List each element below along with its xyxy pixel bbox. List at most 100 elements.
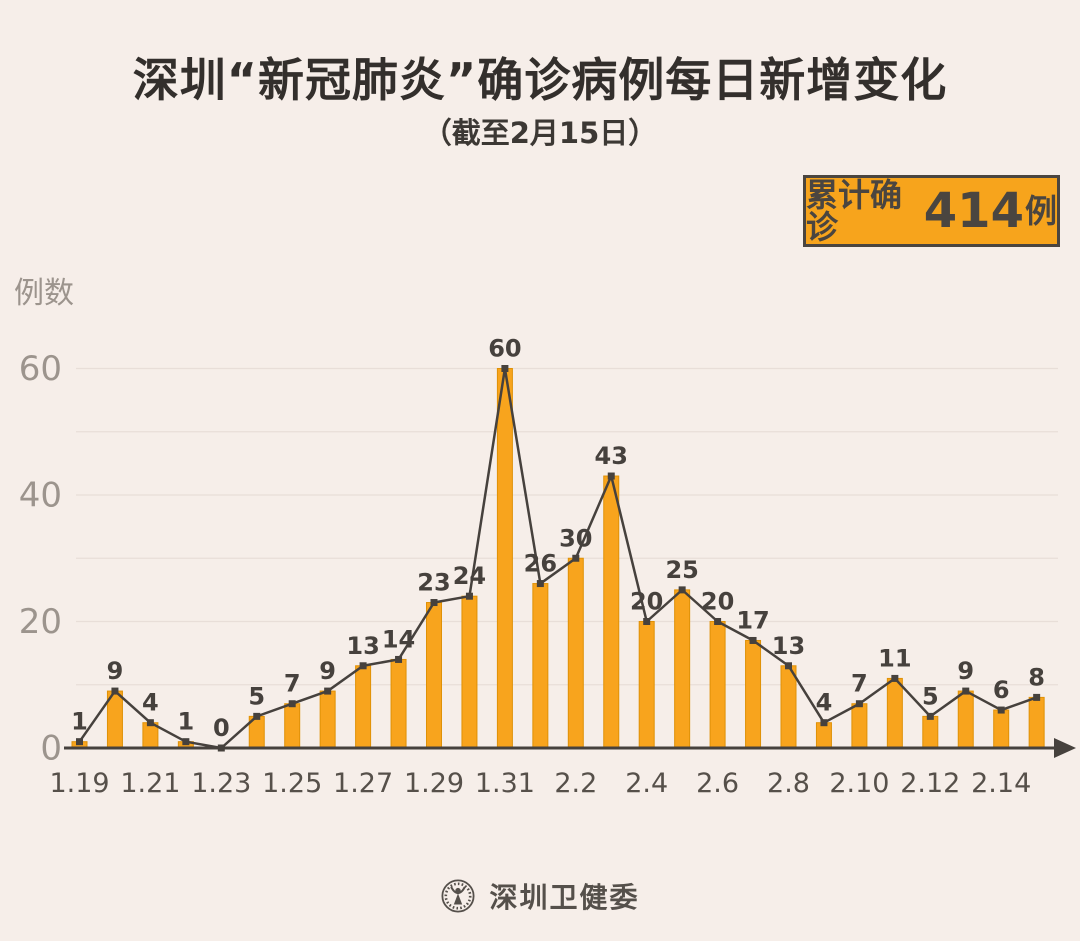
bar <box>709 621 726 749</box>
value-label: 43 <box>595 442 628 470</box>
value-label: 4 <box>142 689 159 717</box>
value-label: 30 <box>559 524 592 552</box>
y-tick-label: 40 <box>19 476 62 516</box>
bar <box>815 722 832 749</box>
data-point-marker <box>962 687 970 695</box>
data-point-marker <box>288 700 296 708</box>
x-tick-label: 2.6 <box>696 768 739 799</box>
value-label: 17 <box>736 606 769 634</box>
data-point-marker <box>501 365 509 372</box>
data-point-marker <box>891 674 899 682</box>
bar <box>993 709 1010 749</box>
value-label: 26 <box>524 550 557 578</box>
data-point-marker <box>146 719 154 727</box>
page-title: 深圳“新冠肺炎”确诊病例每日新增变化 <box>132 53 948 107</box>
data-point-marker <box>855 700 863 708</box>
y-tick-label: 60 <box>19 349 62 389</box>
value-label: 7 <box>284 670 301 698</box>
data-point-marker <box>714 618 722 625</box>
bar <box>886 677 903 749</box>
data-point-marker <box>1033 693 1041 701</box>
x-tick-label: 1.31 <box>475 768 535 799</box>
x-tick-label: 2.14 <box>971 768 1031 799</box>
badge-prefix-label: 累计确诊 <box>806 176 903 246</box>
bar <box>319 690 336 749</box>
cumulative-total-badge: 累计确诊 414 例 <box>803 175 1060 247</box>
bar <box>1028 696 1045 749</box>
x-tick-label: 2.12 <box>900 768 960 799</box>
x-tick-label: 2.2 <box>554 768 597 799</box>
data-point-marker <box>395 655 403 663</box>
value-label: 6 <box>993 676 1010 704</box>
x-tick-label: 1.21 <box>120 768 180 799</box>
data-point-marker <box>572 554 580 562</box>
seal-figure-body <box>454 893 463 905</box>
szhc-seal-logo <box>441 879 475 913</box>
value-label: 8 <box>1028 663 1045 691</box>
bar <box>532 583 549 749</box>
value-label: 20 <box>630 588 663 616</box>
bar <box>780 665 797 749</box>
value-label: 5 <box>922 682 939 710</box>
data-point-marker <box>785 662 792 670</box>
data-point-marker <box>253 712 261 720</box>
x-tick-label: 1.19 <box>49 768 109 799</box>
data-point-marker <box>465 592 473 600</box>
bar <box>851 703 868 749</box>
value-label: 13 <box>772 632 805 660</box>
value-label: 25 <box>665 556 698 584</box>
data-point-marker <box>536 580 544 588</box>
bar <box>426 602 442 749</box>
data-point-marker <box>643 618 651 625</box>
bar <box>390 658 407 749</box>
data-point-marker <box>217 744 225 752</box>
x-tick-label: 1.23 <box>191 768 251 799</box>
seal-figure-arms <box>450 886 466 895</box>
data-point-marker <box>678 586 686 594</box>
bar <box>567 557 584 749</box>
value-label: 4 <box>816 689 833 717</box>
value-label: 7 <box>851 670 868 698</box>
data-point-marker <box>324 687 332 695</box>
bar <box>745 639 762 749</box>
data-point-marker <box>997 706 1005 714</box>
x-axis-arrow <box>1054 738 1076 758</box>
x-tick-label: 1.27 <box>333 768 393 799</box>
data-point-marker <box>182 738 190 746</box>
y-axis-title: 例数 <box>14 276 74 311</box>
bar <box>496 368 513 749</box>
x-tick-label: 2.4 <box>625 768 668 799</box>
trend-line <box>78 367 1038 750</box>
x-tick-label: 1.29 <box>404 768 464 799</box>
data-point-marker <box>607 472 615 480</box>
value-label: 1 <box>177 708 194 736</box>
value-label: 23 <box>417 569 450 597</box>
x-tick-label: 2.10 <box>829 768 889 799</box>
bar <box>461 595 478 749</box>
data-point-marker <box>926 712 934 720</box>
bar <box>922 715 939 749</box>
value-label: 9 <box>319 657 336 685</box>
value-label: 14 <box>382 625 415 653</box>
value-label: 11 <box>878 644 911 672</box>
footer-org-name: 深圳卫健委 <box>489 881 640 914</box>
value-label: 13 <box>346 632 379 660</box>
badge-total-value: 414 <box>923 183 1024 239</box>
data-point-marker <box>430 599 438 607</box>
page-subtitle: （截至2月15日） <box>422 116 658 150</box>
badge-suffix-label: 例 <box>1024 192 1057 230</box>
value-label: 24 <box>453 562 486 590</box>
y-tick-label: 20 <box>19 602 62 642</box>
bar <box>284 703 301 749</box>
bar <box>957 690 974 749</box>
data-point-marker <box>820 719 828 727</box>
value-label: 60 <box>488 335 521 363</box>
footer: 深圳卫健委 <box>0 876 1080 916</box>
x-tick-label: 2.8 <box>767 768 810 799</box>
x-tick-label: 1.25 <box>262 768 322 799</box>
data-point-marker <box>111 687 119 695</box>
data-point-marker <box>359 662 367 670</box>
y-tick-label: 0 <box>40 729 62 769</box>
